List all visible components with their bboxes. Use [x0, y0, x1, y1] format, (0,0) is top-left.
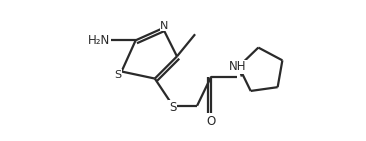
Text: S: S — [115, 70, 122, 80]
Text: S: S — [169, 101, 176, 114]
Text: N: N — [160, 21, 169, 31]
Text: NH: NH — [229, 60, 247, 73]
Text: O: O — [206, 115, 216, 128]
Text: H₂N: H₂N — [88, 34, 111, 47]
